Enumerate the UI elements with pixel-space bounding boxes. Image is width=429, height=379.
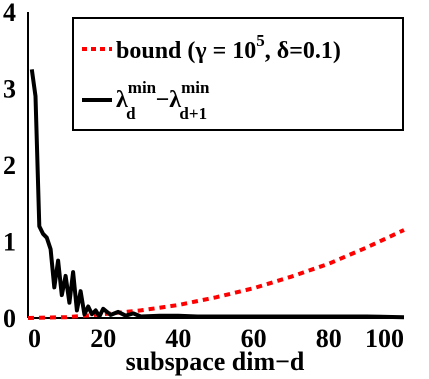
- series-bound-line: [27, 228, 405, 320]
- series-eigengap-line: [29, 69, 405, 320]
- legend-gap-label: λmin d−λmin d+1: [116, 78, 210, 123]
- y-tick-label: 0: [3, 304, 16, 333]
- x-tick-label: 100: [365, 324, 404, 353]
- x-tick-label: 20: [90, 324, 116, 353]
- y-tick-label: 2: [3, 151, 16, 180]
- x-tick-label: 40: [165, 324, 191, 353]
- x-tick-label: 80: [316, 324, 342, 353]
- y-tick-label: 1: [3, 228, 16, 257]
- legend: bound (γ = 105, δ=0.1) λmin d−λmin d+1: [72, 17, 404, 131]
- x-axis-label: subspace dim−d: [126, 347, 305, 376]
- legend-bound-label: bound (γ = 105, δ=0.1): [116, 31, 341, 64]
- y-tick-label: 3: [3, 75, 16, 104]
- y-tick-label: 4: [3, 0, 16, 27]
- legend-box: [72, 17, 404, 131]
- x-tick-label: 60: [241, 324, 267, 353]
- x-tick-labels: 0 20 40 60 80 100: [28, 324, 404, 353]
- x-tick-label: 0: [28, 324, 41, 353]
- y-tick-labels: 0 1 2 3 4: [3, 0, 16, 333]
- series-layer: [27, 69, 405, 320]
